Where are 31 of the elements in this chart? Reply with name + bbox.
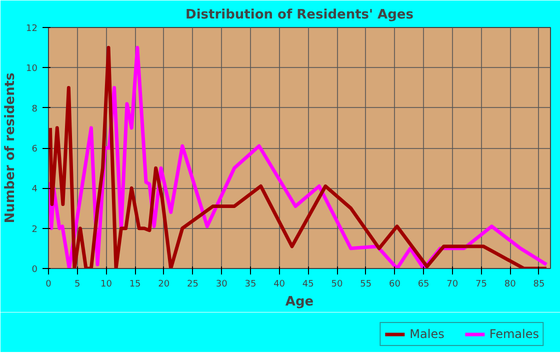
x-tick-label: 70: [446, 280, 458, 290]
x-tick-label: 50: [331, 280, 344, 290]
legend-label: Females: [489, 327, 539, 341]
y-axis-title: Number of residents: [3, 72, 18, 224]
x-tick-label: 75: [476, 280, 487, 290]
y-tick-label: 12: [26, 24, 38, 34]
y-tick-label: 6: [32, 144, 38, 154]
y-tick-label: 10: [26, 64, 38, 74]
x-tick-label: 30: [216, 280, 228, 290]
x-tick-label: 10: [100, 280, 112, 290]
x-tick-label: 65: [418, 280, 430, 290]
x-tick-label: 35: [244, 280, 256, 290]
y-tick-label: 8: [32, 104, 38, 114]
x-tick-label: 25: [187, 280, 198, 290]
x-tick-label: 80: [504, 280, 516, 290]
x-tick-label: 55: [360, 280, 372, 290]
x-tick-label: 40: [274, 280, 286, 290]
y-tick-label: 2: [32, 224, 38, 235]
y-tick-label: 0: [32, 265, 38, 275]
x-tick-label: 45: [302, 280, 314, 290]
x-axis-title: Age: [285, 294, 314, 310]
y-tick-label: 4: [32, 184, 38, 195]
x-tick-label: 85: [533, 280, 545, 290]
legend-label: Males: [410, 327, 444, 341]
x-tick-label: 5: [74, 280, 80, 290]
x-tick-label: 0: [46, 280, 52, 290]
line-series: [48, 46, 548, 268]
x-tick-label: 15: [129, 280, 141, 290]
chart-title: Distribution of Residents' Ages: [186, 8, 414, 22]
x-tick-label: 60: [388, 280, 401, 290]
x-tick-label: 20: [158, 280, 170, 290]
